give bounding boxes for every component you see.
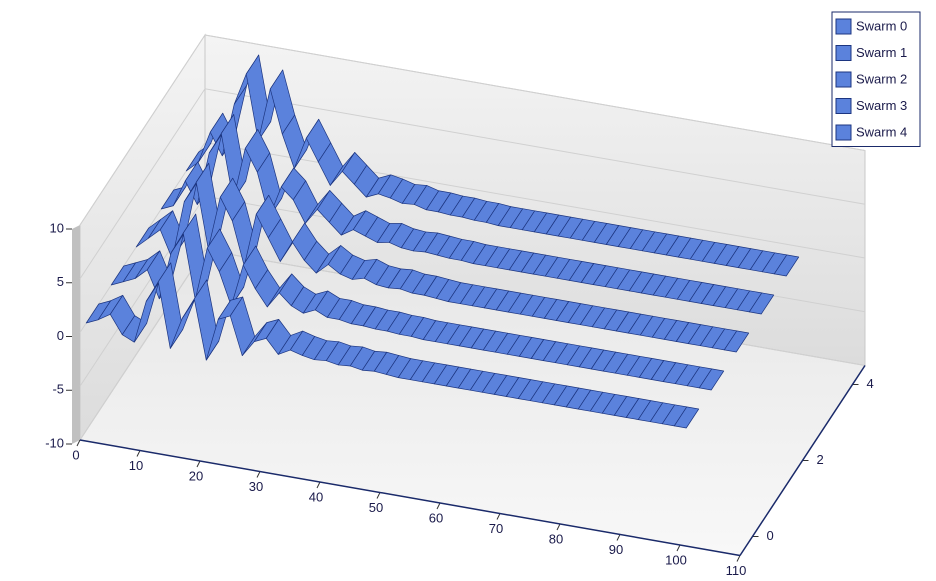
z-tick-label: 0 — [767, 528, 774, 543]
y-tick-label: -5 — [52, 382, 64, 397]
left-wall-edge — [72, 225, 80, 444]
grid-line — [79, 88, 866, 280]
legend-swatch — [835, 124, 852, 141]
grid-line — [79, 34, 866, 226]
legend-swatch — [835, 98, 852, 114]
ribbons — [85, 54, 800, 429]
ribbon-segment — [698, 368, 725, 391]
x-tick-label: 60 — [429, 510, 443, 525]
legend: Swarm 0 Swarm 1 Swarm 2 Swarm 3 Swarm 4 — [831, 11, 921, 147]
x-tick — [376, 492, 381, 499]
ribbon-segment — [773, 254, 800, 277]
ribbon-segment — [723, 330, 750, 353]
x-tick — [496, 513, 501, 520]
legend-label: Swarm 0 — [856, 18, 907, 33]
x-tick — [616, 534, 621, 541]
x-tick — [256, 471, 261, 478]
x-tick-label: 70 — [489, 521, 503, 536]
x-tick — [436, 502, 441, 510]
y-tick-label: -10 — [45, 435, 64, 450]
x-tick-label: 50 — [369, 500, 383, 515]
y-tick-label: 10 — [50, 220, 64, 235]
x-tick — [76, 439, 81, 447]
y-tick-label: 5 — [57, 274, 64, 289]
legend-swatch — [835, 45, 852, 61]
legend-swatch — [835, 18, 852, 35]
y-tick-label: 0 — [57, 328, 64, 343]
legend-label: Swarm 2 — [856, 71, 907, 86]
legend-label: Swarm 3 — [856, 98, 907, 113]
x-tick-label: 90 — [609, 542, 623, 557]
x-tick — [736, 555, 741, 562]
x-tick-label: 20 — [189, 468, 203, 483]
z-tick-label: 4 — [867, 376, 874, 391]
x-tick-label: 40 — [309, 489, 323, 504]
x-axis — [79, 439, 741, 557]
x-tick-label: 80 — [549, 531, 563, 546]
z-tick-label: 2 — [817, 452, 824, 467]
x-tick-label: 100 — [665, 552, 687, 567]
x-tick — [316, 481, 321, 489]
x-tick — [556, 523, 561, 531]
ribbon-segment — [748, 292, 775, 315]
x-tick-label: 0 — [72, 447, 79, 462]
legend-label: Swarm 4 — [856, 124, 907, 139]
legend-swatch — [835, 71, 852, 88]
legend-label: Swarm 1 — [856, 45, 907, 60]
x-tick — [196, 460, 201, 468]
x-tick — [676, 544, 681, 552]
z-axis — [739, 365, 866, 556]
ribbon-segment — [673, 406, 700, 429]
x-tick-label: 30 — [249, 479, 263, 494]
x-tick-label: 110 — [726, 563, 747, 578]
x-tick — [136, 450, 141, 457]
x-tick-label: 10 — [129, 458, 143, 473]
